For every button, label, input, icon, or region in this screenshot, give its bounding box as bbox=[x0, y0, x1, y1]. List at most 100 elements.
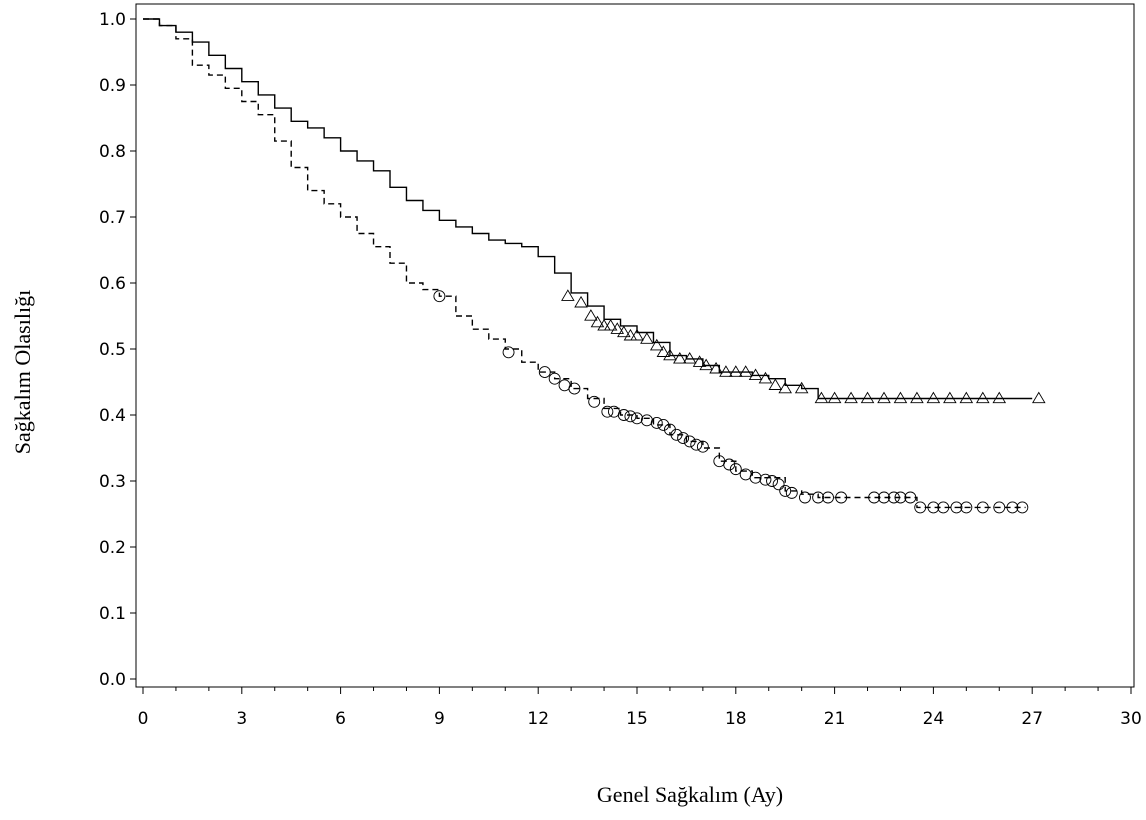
censor-triangle-marker bbox=[590, 315, 605, 328]
censor-circle-marker bbox=[677, 432, 690, 445]
censor-triangle-marker bbox=[561, 289, 575, 301]
censor-circle-marker bbox=[878, 491, 890, 504]
x-tick-label: 18 bbox=[725, 709, 747, 729]
censor-circle-marker bbox=[749, 471, 762, 484]
censor-triangle-marker bbox=[794, 381, 809, 394]
censor-circle-marker bbox=[812, 491, 825, 504]
censor-circle-marker bbox=[670, 428, 683, 441]
plot-frame bbox=[135, 3, 1135, 688]
censor-circle-marker bbox=[558, 379, 571, 392]
y-tick-label: 0.9 bbox=[99, 76, 126, 96]
censor-triangle-marker bbox=[827, 391, 842, 404]
x-tick-label: 15 bbox=[626, 709, 648, 729]
censor-circle-marker bbox=[690, 438, 703, 451]
censor-circle-marker bbox=[588, 395, 601, 408]
y-axis-ticks: 0.0 0.1 0.2 0.3 0.4 0.5 0.6 0.7 0.8 0.9 1.0 bbox=[99, 10, 136, 690]
censor-triangle-marker bbox=[574, 295, 588, 308]
censor-circle-marker bbox=[617, 409, 630, 421]
censor-circle-marker bbox=[766, 475, 778, 487]
censor-triangle-marker bbox=[844, 391, 858, 404]
survival-curves bbox=[143, 18, 1033, 509]
censor-triangle-marker bbox=[649, 338, 664, 351]
censor-circle-marker bbox=[1006, 501, 1019, 514]
censor-circle-marker bbox=[779, 484, 792, 497]
x-tick-label: 27 bbox=[1021, 709, 1043, 729]
y-tick-label: 0.7 bbox=[99, 208, 126, 228]
censor-circle-marker bbox=[772, 478, 785, 491]
censor-circle-marker bbox=[631, 412, 643, 425]
y-tick-label: 0.8 bbox=[99, 142, 126, 162]
censor-triangle-marker bbox=[729, 365, 743, 377]
y-tick-label: 0.1 bbox=[99, 604, 126, 624]
censor-triangle-marker bbox=[603, 319, 618, 331]
x-axis-ticks: 0 3 6 9 12 15 18 21 24 27 30 bbox=[138, 687, 1142, 729]
x-tick-label: 30 bbox=[1120, 709, 1142, 729]
censor-circle-marker bbox=[914, 501, 927, 514]
x-tick-label: 12 bbox=[527, 709, 549, 729]
censor-triangle-marker bbox=[877, 391, 891, 404]
censor-circle-marker bbox=[904, 491, 917, 504]
censor-triangle-marker bbox=[656, 345, 671, 357]
censor-triangle-marker bbox=[758, 371, 773, 384]
censor-triangle-marker bbox=[860, 391, 875, 404]
y-tick-label: 1.0 bbox=[99, 10, 126, 30]
y-tick-label: 0.3 bbox=[99, 472, 126, 492]
censor-triangle-marker bbox=[640, 332, 654, 344]
censor-circle-marker bbox=[640, 414, 653, 427]
censor-circle-marker bbox=[624, 410, 637, 423]
censor-triangle-marker bbox=[992, 391, 1007, 404]
censor-circle-marker bbox=[601, 405, 614, 418]
censor-triangle-marker bbox=[926, 391, 941, 404]
x-tick-label: 3 bbox=[236, 709, 247, 729]
censor-circle-marker bbox=[894, 491, 907, 504]
censor-circle-marker bbox=[433, 290, 446, 303]
censor-circle-marker bbox=[960, 501, 973, 514]
censor-circle-marker bbox=[887, 491, 900, 504]
censor-circle-marker bbox=[759, 473, 772, 486]
censor-circle-marker bbox=[927, 501, 940, 514]
censor-circle-marker bbox=[502, 346, 515, 359]
series-dashed-line bbox=[143, 18, 1026, 509]
censor-circle-marker bbox=[568, 382, 581, 395]
censor-circle-marker bbox=[868, 491, 881, 504]
x-axis-title: Genel Sağkalım (Ay) bbox=[597, 782, 783, 807]
censor-triangle-marker bbox=[959, 391, 974, 404]
censor-circle-marker bbox=[993, 501, 1006, 514]
censor-triangle-marker bbox=[663, 348, 677, 361]
censor-circle-marker bbox=[548, 372, 561, 385]
censor-circle-marker bbox=[835, 491, 848, 504]
y-axis-title: Sağkalım Olasılığı bbox=[10, 290, 35, 454]
censor-triangle-marker bbox=[778, 381, 792, 394]
y-tick-label: 0.0 bbox=[99, 670, 126, 690]
censor-circle-marker bbox=[683, 435, 696, 448]
censor-triangle-marker bbox=[976, 391, 990, 404]
censor-circle-marker bbox=[822, 491, 834, 504]
censor-triangle-marker bbox=[617, 325, 631, 338]
censor-triangle-marker bbox=[610, 322, 625, 334]
censor-triangle-marker bbox=[584, 309, 598, 321]
y-tick-label: 0.6 bbox=[99, 274, 126, 294]
censor-triangle-marker bbox=[814, 391, 829, 404]
censor-circle-marker bbox=[976, 501, 989, 514]
y-tick-label: 0.5 bbox=[99, 340, 126, 360]
censor-circle-marker bbox=[950, 501, 963, 514]
censor-circle-marker bbox=[650, 416, 663, 429]
censor-circle-marker bbox=[723, 458, 736, 471]
y-tick-label: 0.4 bbox=[99, 406, 126, 426]
x-tick-label: 21 bbox=[824, 709, 846, 729]
censor-triangle-marker bbox=[893, 391, 908, 404]
censor-triangle-marker bbox=[692, 355, 707, 367]
censor-circle-marker bbox=[799, 491, 811, 504]
x-tick-label: 9 bbox=[434, 709, 445, 729]
censor-circle-marker bbox=[729, 463, 742, 476]
censor-circle-marker bbox=[696, 440, 709, 453]
censor-circle-marker bbox=[657, 418, 670, 431]
censor-triangle-marker bbox=[1031, 391, 1046, 404]
censor-triangle-marker bbox=[699, 358, 713, 371]
censor-circle-marker bbox=[1016, 501, 1029, 514]
censor-circle-marker bbox=[785, 486, 798, 499]
censor-triangle-marker bbox=[623, 328, 638, 341]
censor-circle-marker bbox=[937, 501, 950, 514]
censor-triangle-marker bbox=[910, 391, 924, 404]
